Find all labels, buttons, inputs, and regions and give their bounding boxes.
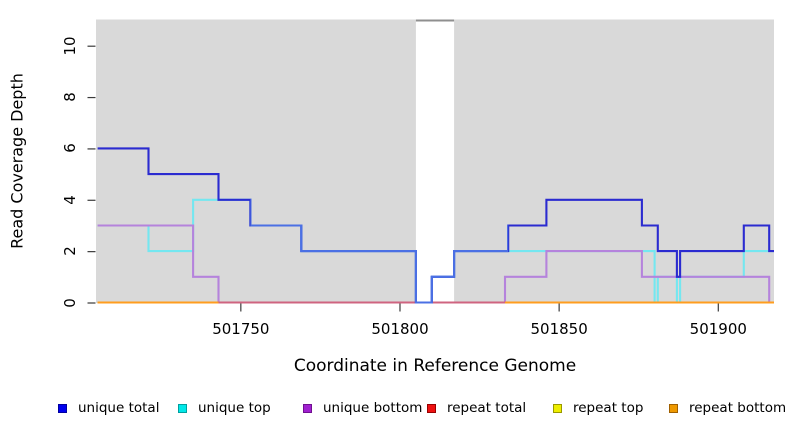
series-line-unique-total: [250, 198, 509, 304]
legend-swatch-icon: [178, 404, 187, 413]
y-tick-label: 0: [61, 297, 79, 308]
x-axis-label: Coordinate in Reference Genome: [293, 356, 577, 376]
series-line-unique-bottom: [97, 224, 774, 304]
y-axis-label: Read Coverage Depth: [7, 73, 27, 249]
legend-label: unique total: [78, 400, 160, 416]
legend-swatch-icon: [669, 404, 678, 413]
x-tick-label: 501750: [212, 320, 270, 338]
legend-label: repeat total: [447, 400, 527, 416]
masked-region: [415, 19, 455, 303]
legend-item: unique bottom: [303, 400, 422, 417]
legend-label: repeat bottom: [689, 400, 787, 416]
legend-item: repeat total: [427, 400, 526, 417]
legend-swatch-icon: [303, 404, 312, 413]
legend-swatch-icon: [553, 404, 562, 413]
legend-swatch-icon: [427, 404, 436, 413]
y-tick-label: 6: [61, 143, 79, 154]
legend-label: unique bottom: [323, 400, 423, 416]
legend-item: unique top: [178, 400, 271, 417]
legend-item: repeat bottom: [669, 400, 786, 417]
legend-swatch-icon: [58, 404, 67, 413]
legend-item: repeat top: [553, 400, 643, 417]
y-tick-label: 2: [61, 246, 79, 256]
legend-item: unique total: [58, 400, 159, 417]
legend-label: repeat top: [573, 400, 644, 416]
x-tick-label: 501850: [530, 320, 588, 338]
x-tick-label: 501900: [689, 320, 747, 338]
y-tick-label: 4: [61, 194, 79, 205]
x-tick-label: 501800: [371, 320, 429, 338]
legend-label: unique top: [198, 400, 271, 416]
y-tick-label: 8: [61, 92, 79, 102]
y-tick-label: 10: [61, 36, 79, 56]
